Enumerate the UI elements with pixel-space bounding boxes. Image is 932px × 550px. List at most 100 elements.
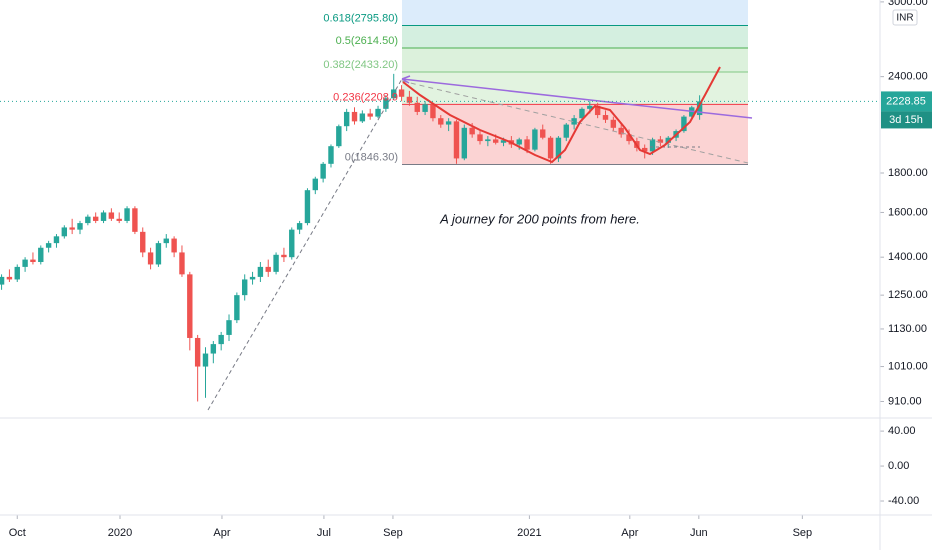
x-tick-label: Jul: [317, 527, 331, 539]
fib-label: 0.382(2433.20): [323, 59, 398, 71]
last-price-label: 2228.85: [886, 95, 926, 107]
candle-body: [532, 129, 538, 150]
candle-body: [445, 121, 452, 125]
y-tick-label: -40.00: [888, 495, 919, 507]
candle-body: [6, 276, 13, 280]
candle-body: [132, 208, 138, 232]
candle-body: [681, 116, 687, 132]
y-tick-label: 0.00: [888, 460, 909, 472]
candle-body: [85, 216, 91, 224]
candle-body: [218, 334, 224, 345]
candle-body: [383, 98, 389, 109]
fib-label: 0.236(2208.9: [333, 91, 398, 103]
candle-body: [398, 89, 405, 97]
candle-body: [540, 129, 546, 138]
candle-body: [642, 147, 648, 152]
candle-body: [563, 124, 569, 138]
drawings: [207, 66, 753, 411]
x-tick-label: Apr: [621, 527, 638, 539]
candle-body: [124, 208, 130, 221]
candle-body: [359, 113, 366, 122]
candle-body: [265, 266, 271, 272]
candle-body: [477, 134, 483, 142]
fib-band: [402, 72, 748, 105]
trend-line: [401, 78, 753, 119]
candle-body: [210, 344, 217, 354]
countdown: 3d 15h: [889, 114, 923, 126]
candle-body: [453, 121, 460, 159]
candle-body: [179, 252, 185, 275]
fib-band: [402, 0, 748, 26]
candle-body: [665, 137, 671, 143]
candle-body: [61, 227, 68, 237]
y-tick-label: 1010.00: [888, 360, 928, 372]
countdown-box: [881, 111, 932, 129]
candle-body: [579, 108, 585, 119]
candle-body: [492, 139, 499, 143]
candle-body: [500, 140, 507, 143]
candle-body: [555, 137, 562, 159]
last-price-box: [881, 91, 932, 112]
candles: [0, 73, 703, 402]
fib-label: 0(1846.30): [345, 151, 398, 163]
y-tick-label: 40.00: [888, 425, 916, 437]
candle-body: [618, 127, 624, 135]
candle-body: [649, 139, 656, 152]
candle-body: [155, 243, 162, 265]
candle-body: [367, 113, 373, 117]
candle-body: [69, 227, 75, 230]
candle-body: [249, 276, 256, 280]
x-tick-label: Apr: [213, 527, 230, 539]
candle-body: [336, 126, 342, 147]
candle-body: [187, 274, 193, 338]
y-tick-label: 1400.00: [888, 251, 928, 263]
candle-body: [171, 238, 177, 253]
candle-body: [273, 254, 279, 272]
candle-body: [92, 216, 99, 221]
candle-body: [194, 337, 201, 367]
candle-body: [45, 243, 52, 248]
fib-label: 0.5(2614.50): [336, 35, 398, 47]
candle-body: [53, 236, 60, 244]
annotation: A journey for 200 points from here.: [439, 211, 640, 226]
candle-body: [414, 102, 420, 112]
candle-body: [626, 134, 632, 142]
y-tick-label: 3000.00: [888, 0, 928, 8]
y-tick-label: 1600.00: [888, 206, 928, 218]
candle-body: [281, 254, 287, 258]
candle-body: [320, 163, 326, 179]
y-tick-label: 910.00: [888, 395, 922, 407]
candle-body: [571, 118, 577, 125]
candle-body: [234, 295, 240, 321]
candle-body: [116, 218, 122, 221]
currency-box[interactable]: [892, 9, 918, 26]
pattern-curve: [402, 66, 721, 164]
candle-body: [469, 127, 475, 135]
candle-body: [461, 127, 468, 159]
y-tick-label: 2400.00: [888, 71, 928, 83]
candle-body: [147, 252, 154, 265]
candle-body: [406, 96, 413, 103]
fib-zone: [402, 0, 748, 165]
x-tick-label: Jun: [690, 527, 708, 539]
candle-body: [22, 259, 28, 267]
x-tick-label: 2021: [517, 527, 541, 539]
candle-body: [696, 101, 703, 116]
candle-body: [304, 190, 311, 224]
candle-body: [657, 139, 664, 143]
candle-body: [516, 139, 522, 145]
candle-body: [312, 178, 318, 191]
candle-body: [257, 266, 264, 277]
candle-body: [547, 137, 554, 159]
candle-body: [202, 353, 209, 367]
candle-body: [610, 119, 617, 128]
y-tick-label: 1800.00: [888, 167, 928, 179]
candle-body: [602, 115, 609, 120]
candle-body: [30, 259, 36, 263]
candle-body: [485, 139, 491, 142]
x-tick-label: Sep: [793, 527, 813, 539]
candle-body: [163, 238, 169, 244]
candle-body: [296, 223, 303, 230]
